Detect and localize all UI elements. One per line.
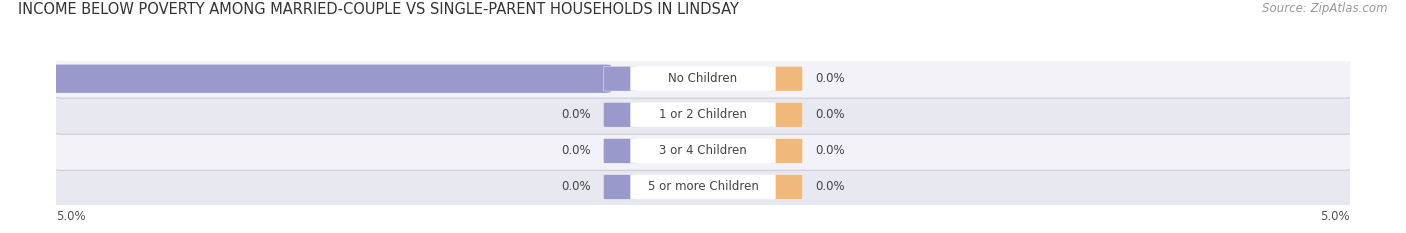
Text: 5 or more Children: 5 or more Children [648, 181, 758, 193]
FancyBboxPatch shape [52, 168, 1354, 206]
Text: 3 or 4 Children: 3 or 4 Children [659, 144, 747, 157]
FancyBboxPatch shape [769, 138, 803, 163]
Text: 0.0%: 0.0% [815, 108, 845, 121]
FancyBboxPatch shape [630, 67, 776, 91]
Text: 0.0%: 0.0% [561, 181, 591, 193]
Text: 0.0%: 0.0% [815, 144, 845, 157]
Text: 0.0%: 0.0% [815, 72, 845, 85]
FancyBboxPatch shape [603, 138, 637, 163]
Text: INCOME BELOW POVERTY AMONG MARRIED-COUPLE VS SINGLE-PARENT HOUSEHOLDS IN LINDSAY: INCOME BELOW POVERTY AMONG MARRIED-COUPL… [18, 2, 740, 17]
FancyBboxPatch shape [52, 95, 1354, 134]
FancyBboxPatch shape [603, 102, 637, 127]
Text: Source: ZipAtlas.com: Source: ZipAtlas.com [1263, 2, 1388, 15]
FancyBboxPatch shape [630, 103, 776, 127]
FancyBboxPatch shape [769, 66, 803, 91]
FancyBboxPatch shape [603, 175, 637, 199]
Text: No Children: No Children [668, 72, 738, 85]
FancyBboxPatch shape [0, 64, 612, 93]
Legend: Married Couples, Single Parents: Married Couples, Single Parents [575, 232, 831, 233]
FancyBboxPatch shape [769, 175, 803, 199]
Text: 0.0%: 0.0% [815, 181, 845, 193]
FancyBboxPatch shape [630, 139, 776, 163]
FancyBboxPatch shape [52, 131, 1354, 170]
Text: 0.0%: 0.0% [561, 144, 591, 157]
FancyBboxPatch shape [630, 175, 776, 199]
FancyBboxPatch shape [603, 66, 637, 91]
Text: 1 or 2 Children: 1 or 2 Children [659, 108, 747, 121]
Text: 5.0%: 5.0% [56, 210, 86, 223]
FancyBboxPatch shape [52, 59, 1354, 98]
Text: 5.0%: 5.0% [1320, 210, 1350, 223]
FancyBboxPatch shape [769, 102, 803, 127]
Text: 0.0%: 0.0% [561, 108, 591, 121]
